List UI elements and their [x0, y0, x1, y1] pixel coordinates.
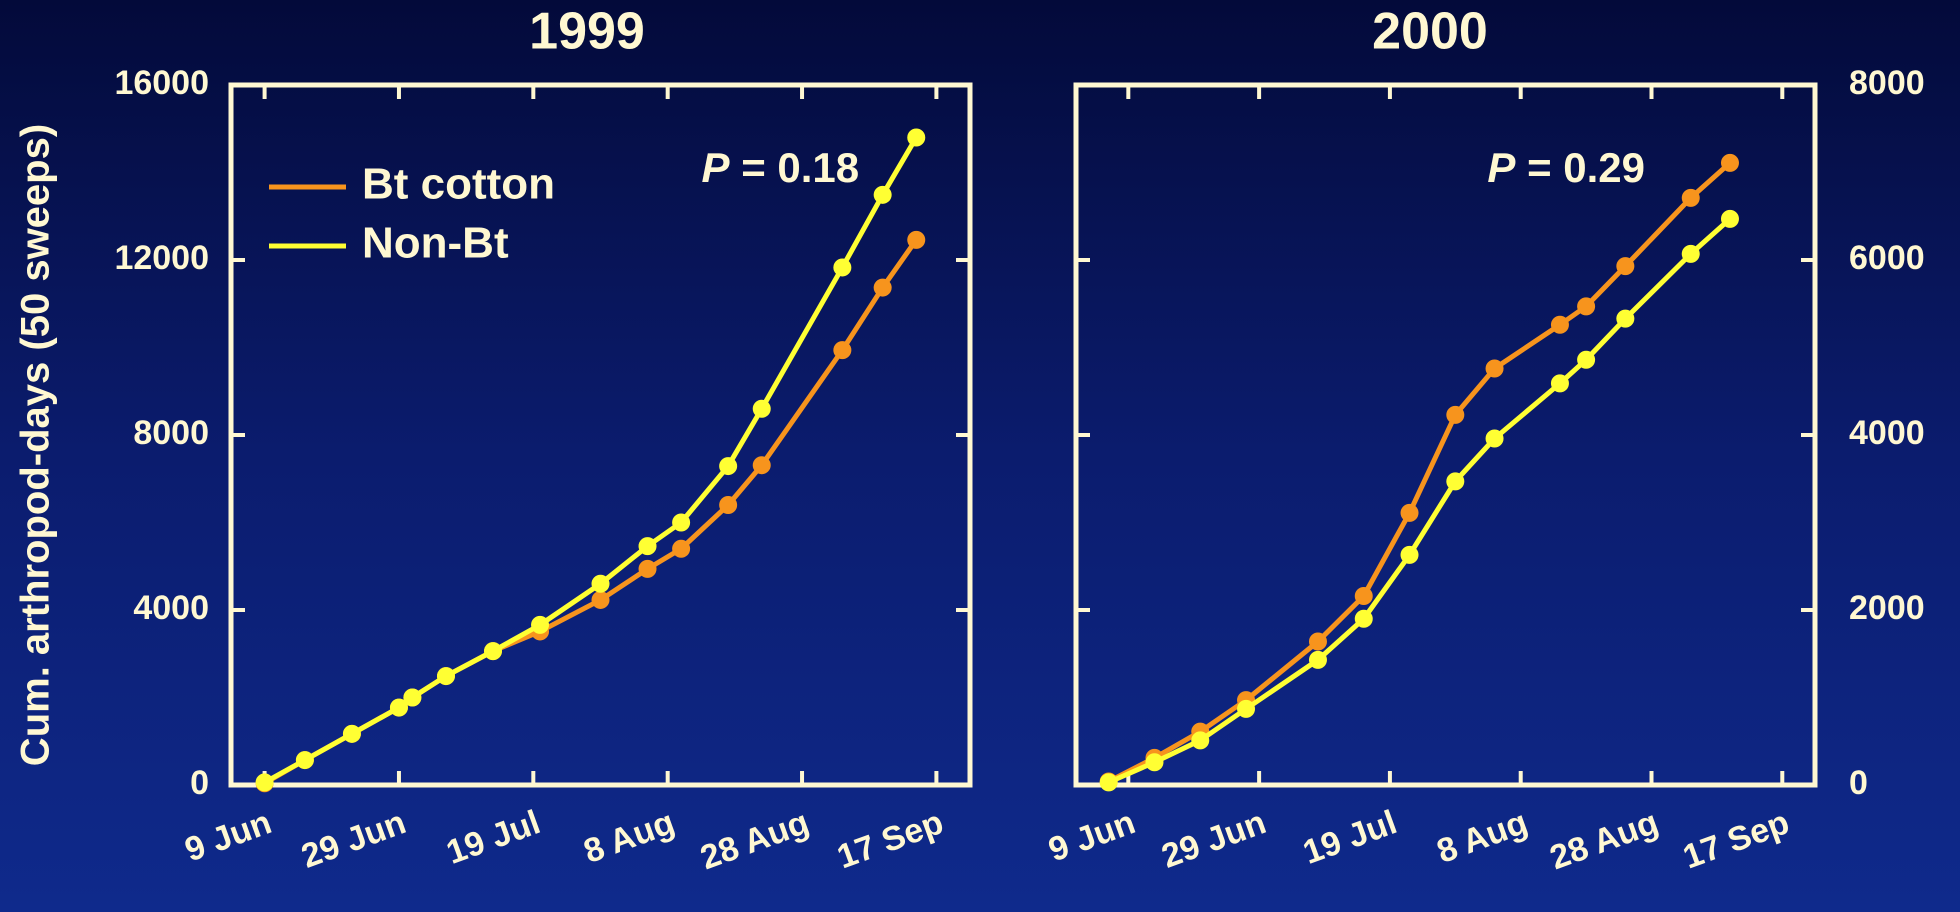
data-point — [752, 456, 771, 475]
data-point — [1446, 405, 1465, 424]
data-point — [1616, 309, 1635, 328]
data-point — [342, 724, 361, 743]
data-point — [1237, 699, 1256, 718]
data-point — [436, 667, 455, 686]
data-point — [1720, 153, 1739, 172]
data-point — [403, 688, 422, 707]
data-point — [752, 399, 771, 418]
y-tick-label: 0 — [190, 764, 209, 802]
y-tick-label: 2000 — [1849, 589, 1925, 627]
data-point — [719, 496, 738, 514]
data-point — [1400, 503, 1419, 522]
data-point — [833, 341, 852, 360]
data-point — [1099, 773, 1118, 792]
data-point — [719, 457, 738, 476]
data-point — [638, 559, 657, 578]
data-point — [295, 751, 314, 770]
series-line — [263, 136, 919, 785]
data-point — [1400, 545, 1419, 564]
annotation: P = 0.29 — [1487, 144, 1645, 191]
y-tick-label: 6000 — [1849, 239, 1925, 277]
data-point — [389, 698, 408, 717]
data-point — [255, 773, 274, 792]
series-line — [1107, 217, 1732, 785]
data-point — [1446, 472, 1465, 491]
data-point — [1354, 609, 1373, 628]
data-point — [591, 590, 610, 609]
data-point — [1354, 587, 1373, 605]
y-tick-label: 0 — [1849, 764, 1868, 802]
annotation: P = 0.18 — [702, 144, 860, 191]
y-tick-label: 8000 — [133, 414, 209, 452]
data-point — [484, 642, 503, 661]
data-point — [873, 185, 892, 204]
legend-label: Non-Bt — [362, 219, 509, 268]
data-point — [672, 539, 691, 558]
data-point — [1191, 731, 1210, 750]
data-point — [672, 513, 691, 532]
data-point — [1681, 244, 1700, 263]
chart-title: 2000 — [1372, 3, 1488, 61]
data-point — [531, 615, 550, 634]
y-tick-label: 8000 — [1849, 64, 1925, 102]
y-axis-label: Cum. arthropod-days (50 sweeps) — [14, 124, 58, 766]
data-point — [907, 128, 926, 147]
data-point — [1681, 188, 1700, 207]
data-point — [873, 278, 892, 297]
data-point — [1485, 429, 1504, 448]
data-point — [638, 537, 657, 556]
legend-label: Bt cotton — [362, 160, 555, 209]
data-point — [1550, 374, 1569, 393]
data-point — [1720, 209, 1739, 228]
chart-title: 1999 — [529, 3, 645, 61]
data-point — [1577, 297, 1596, 316]
data-point — [591, 574, 610, 593]
data-point — [1550, 315, 1569, 334]
data-point — [1145, 753, 1164, 772]
data-point — [1485, 359, 1504, 378]
y-tick-label: 12000 — [114, 239, 209, 277]
y-tick-label: 16000 — [114, 64, 209, 102]
data-point — [1616, 257, 1635, 276]
y-tick-label: 4000 — [1849, 414, 1925, 452]
data-point — [907, 230, 926, 249]
data-point — [1308, 650, 1327, 669]
y-tick-label: 4000 — [133, 589, 209, 627]
series-line — [1107, 161, 1732, 784]
data-point — [1308, 632, 1327, 651]
data-point — [1577, 350, 1596, 369]
data-point — [833, 258, 852, 277]
